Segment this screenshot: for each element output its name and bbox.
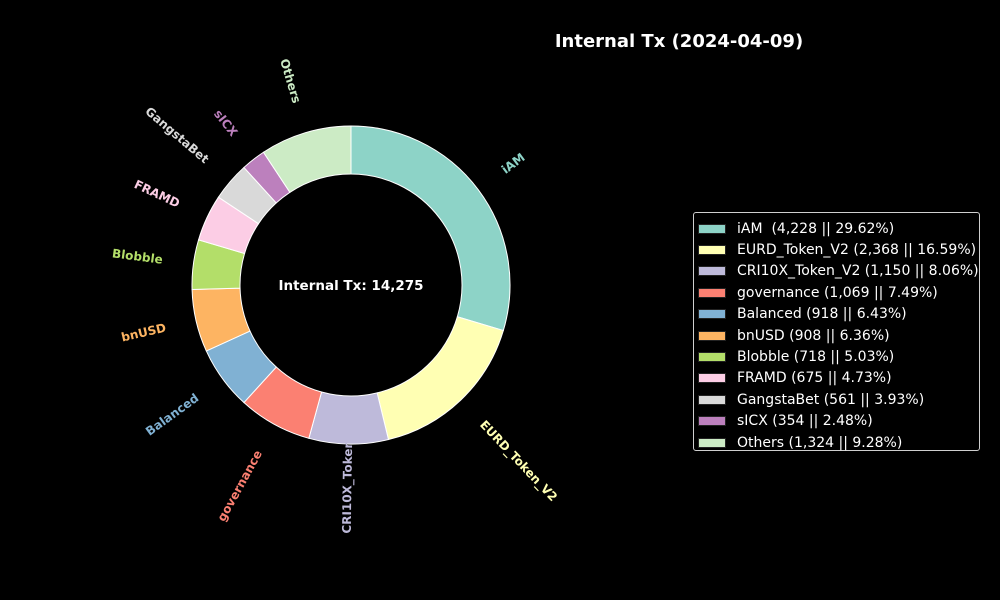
slice-label-blobble: Blobble	[111, 246, 163, 266]
legend-label: sICX (354 || 2.48%)	[737, 413, 873, 430]
legend-swatch	[698, 309, 726, 320]
legend-label: Balanced (918 || 6.43%)	[737, 306, 907, 323]
slice-label-gangstabet: GangstaBet	[142, 104, 211, 166]
legend-label: bnUSD (908 || 6.36%)	[737, 327, 890, 344]
legend-item: FRAMD (675 || 4.73%)	[698, 368, 979, 389]
slice-label-sicx: sICX	[211, 107, 241, 140]
legend-item: Balanced (918 || 6.43%)	[698, 304, 979, 325]
slice-label-cri10x-token-v2: CRI10X_Token_V2	[340, 416, 357, 533]
legend-swatch	[698, 266, 726, 277]
legend-swatch	[698, 416, 726, 427]
legend-item: iAM (4,228 || 29.62%)	[698, 218, 979, 239]
legend-swatch	[698, 287, 726, 298]
slices-layer	[191, 125, 511, 445]
slice-label-balanced: Balanced	[143, 391, 201, 439]
legend-swatch	[698, 223, 726, 234]
legend-label: FRAMD (675 || 4.73%)	[737, 370, 892, 387]
slice-iam	[350, 125, 511, 332]
legend-swatch	[698, 352, 726, 363]
legend-label: GangstaBet (561 || 3.93%)	[737, 391, 925, 408]
legend-swatch	[698, 373, 726, 384]
center-total-label: Internal Tx: 14,275	[278, 278, 423, 294]
legend-item: CRI10X_Token_V2 (1,150 || 8.06%)	[698, 261, 979, 282]
legend-item: Blobble (718 || 5.03%)	[698, 346, 979, 367]
chart-title: Internal Tx (2024-04-09)	[554, 31, 804, 52]
legend-item: bnUSD (908 || 6.36%)	[698, 325, 979, 346]
slice-label-others: Others	[277, 57, 304, 105]
slice-label-iam: iAM	[499, 150, 528, 176]
legend-item: governance (1,069 || 7.49%)	[698, 282, 979, 303]
legend-swatch	[698, 330, 726, 341]
legend-item: sICX (354 || 2.48%)	[698, 411, 979, 432]
legend-item: GangstaBet (561 || 3.93%)	[698, 389, 979, 410]
legend-label: EURD_Token_V2 (2,368 || 16.59%)	[737, 242, 977, 259]
legend: iAM (4,228 || 29.62%) EURD_Token_V2 (2,36…	[693, 212, 980, 451]
legend-label: iAM (4,228 || 29.62%)	[737, 220, 895, 237]
slice-label-bnusd: bnUSD	[120, 321, 168, 345]
slice-label-eurd-token-v2: EURD_Token_V2	[476, 418, 560, 505]
legend-swatch	[698, 394, 726, 405]
slice-label-framd: FRAMD	[132, 177, 182, 210]
legend-label: governance (1,069 || 7.49%)	[737, 284, 938, 301]
legend-item: EURD_Token_V2 (2,368 || 16.59%)	[698, 239, 979, 260]
legend-label: Blobble (718 || 5.03%)	[737, 349, 895, 366]
slice-label-governance: governance	[215, 448, 265, 524]
legend-swatch	[698, 437, 726, 448]
legend-item: Others (1,324 || 9.28%)	[698, 432, 979, 453]
slice-others	[262, 125, 352, 194]
legend-swatch	[698, 245, 726, 256]
legend-label: CRI10X_Token_V2 (1,150 || 8.06%)	[737, 263, 979, 280]
legend-label: Others (1,324 || 9.28%)	[737, 434, 903, 451]
